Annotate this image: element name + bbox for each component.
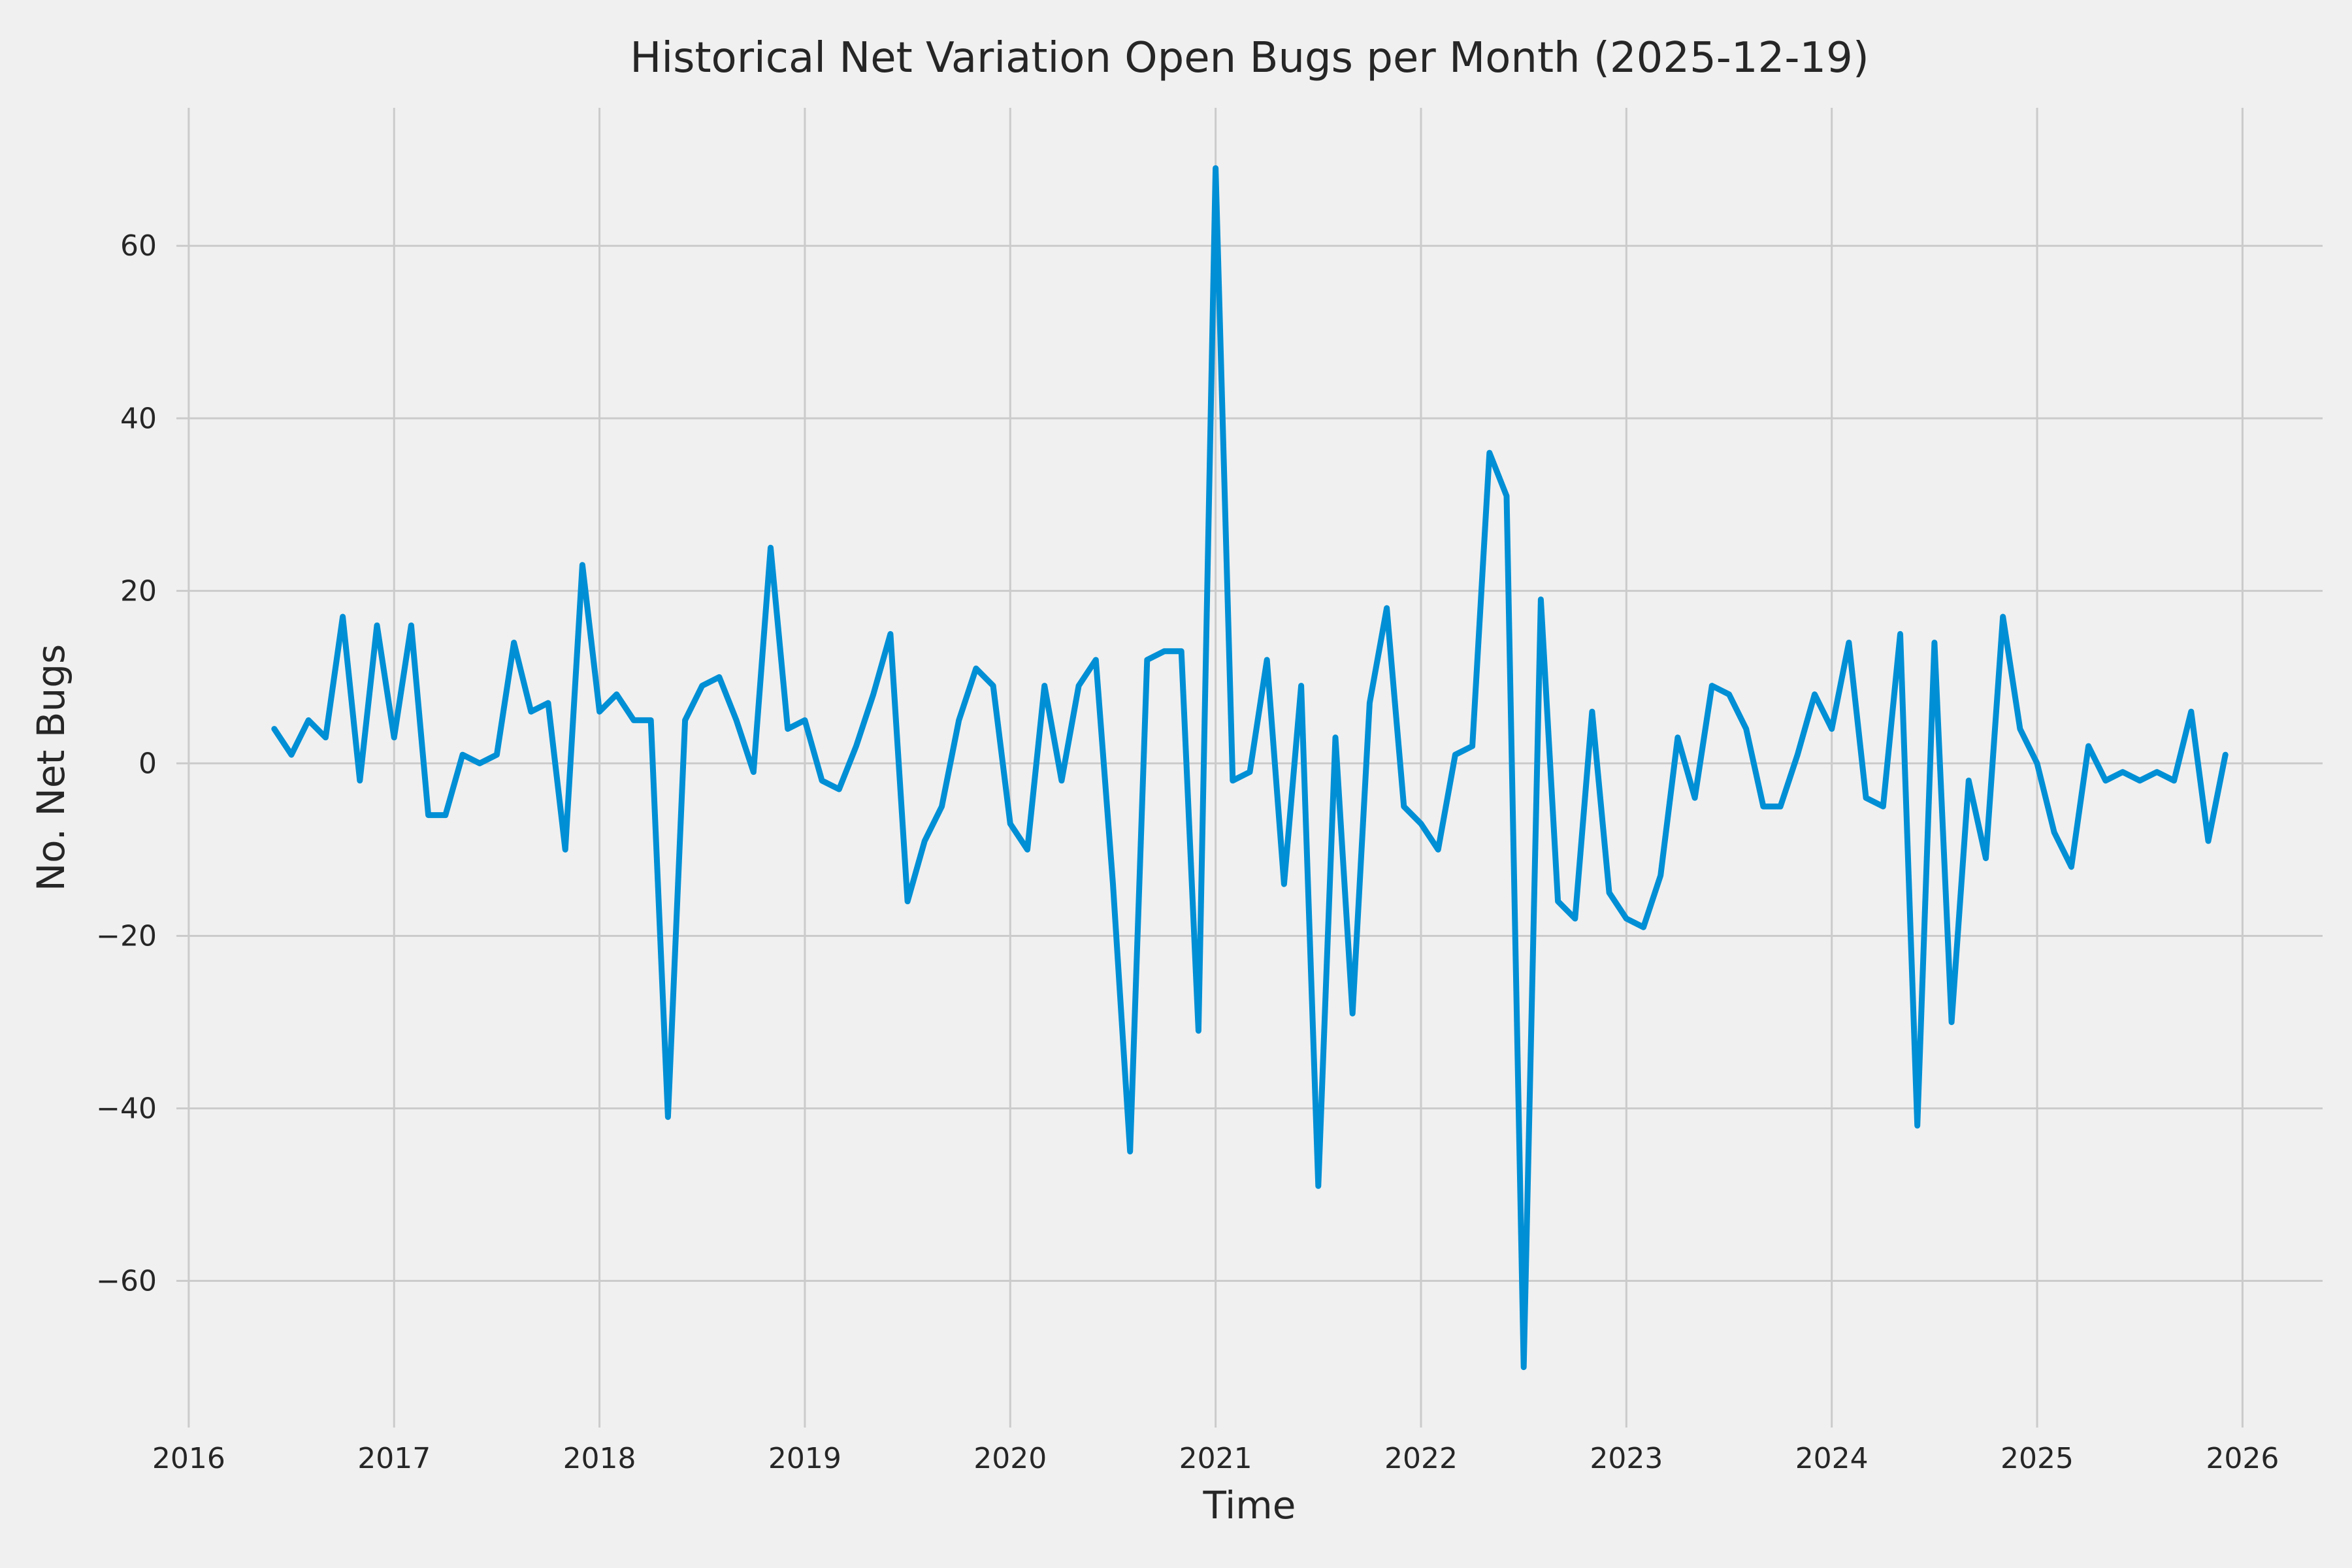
x-tick-label: 2016 bbox=[152, 1442, 225, 1475]
y-tick-label: 60 bbox=[120, 229, 157, 263]
x-tick-label: 2019 bbox=[768, 1442, 841, 1475]
x-tick-label: 2023 bbox=[1590, 1442, 1663, 1475]
data-line-net-open-bugs-per-month bbox=[271, 165, 2229, 1371]
chart-title: Historical Net Variation Open Bugs per M… bbox=[630, 34, 1869, 82]
y-tick-label: −40 bbox=[96, 1092, 157, 1126]
gridlines bbox=[176, 108, 2323, 1428]
x-tick-label: 2018 bbox=[563, 1442, 636, 1475]
x-axis-label: Time bbox=[1203, 1483, 1296, 1527]
x-tick-label: 2021 bbox=[1179, 1442, 1252, 1475]
y-tick-label: −60 bbox=[96, 1265, 157, 1298]
x-tick-label: 2022 bbox=[1384, 1442, 1458, 1475]
x-tick-label: 2017 bbox=[357, 1442, 431, 1475]
x-tick-label: 2026 bbox=[2206, 1442, 2279, 1475]
y-tick-label: 20 bbox=[120, 574, 157, 608]
y-tick-label: 40 bbox=[120, 402, 157, 435]
y-tick-label: 0 bbox=[139, 747, 157, 780]
y-tick-label: −20 bbox=[96, 919, 157, 953]
x-tick-label: 2025 bbox=[2001, 1442, 2074, 1475]
tick-labels: 2016 2017 2018 2019 2020 2021 2022 2023 2024 2025… bbox=[96, 229, 2279, 1475]
x-tick-label: 2020 bbox=[973, 1442, 1047, 1475]
x-tick-label: 2024 bbox=[1795, 1442, 1869, 1475]
